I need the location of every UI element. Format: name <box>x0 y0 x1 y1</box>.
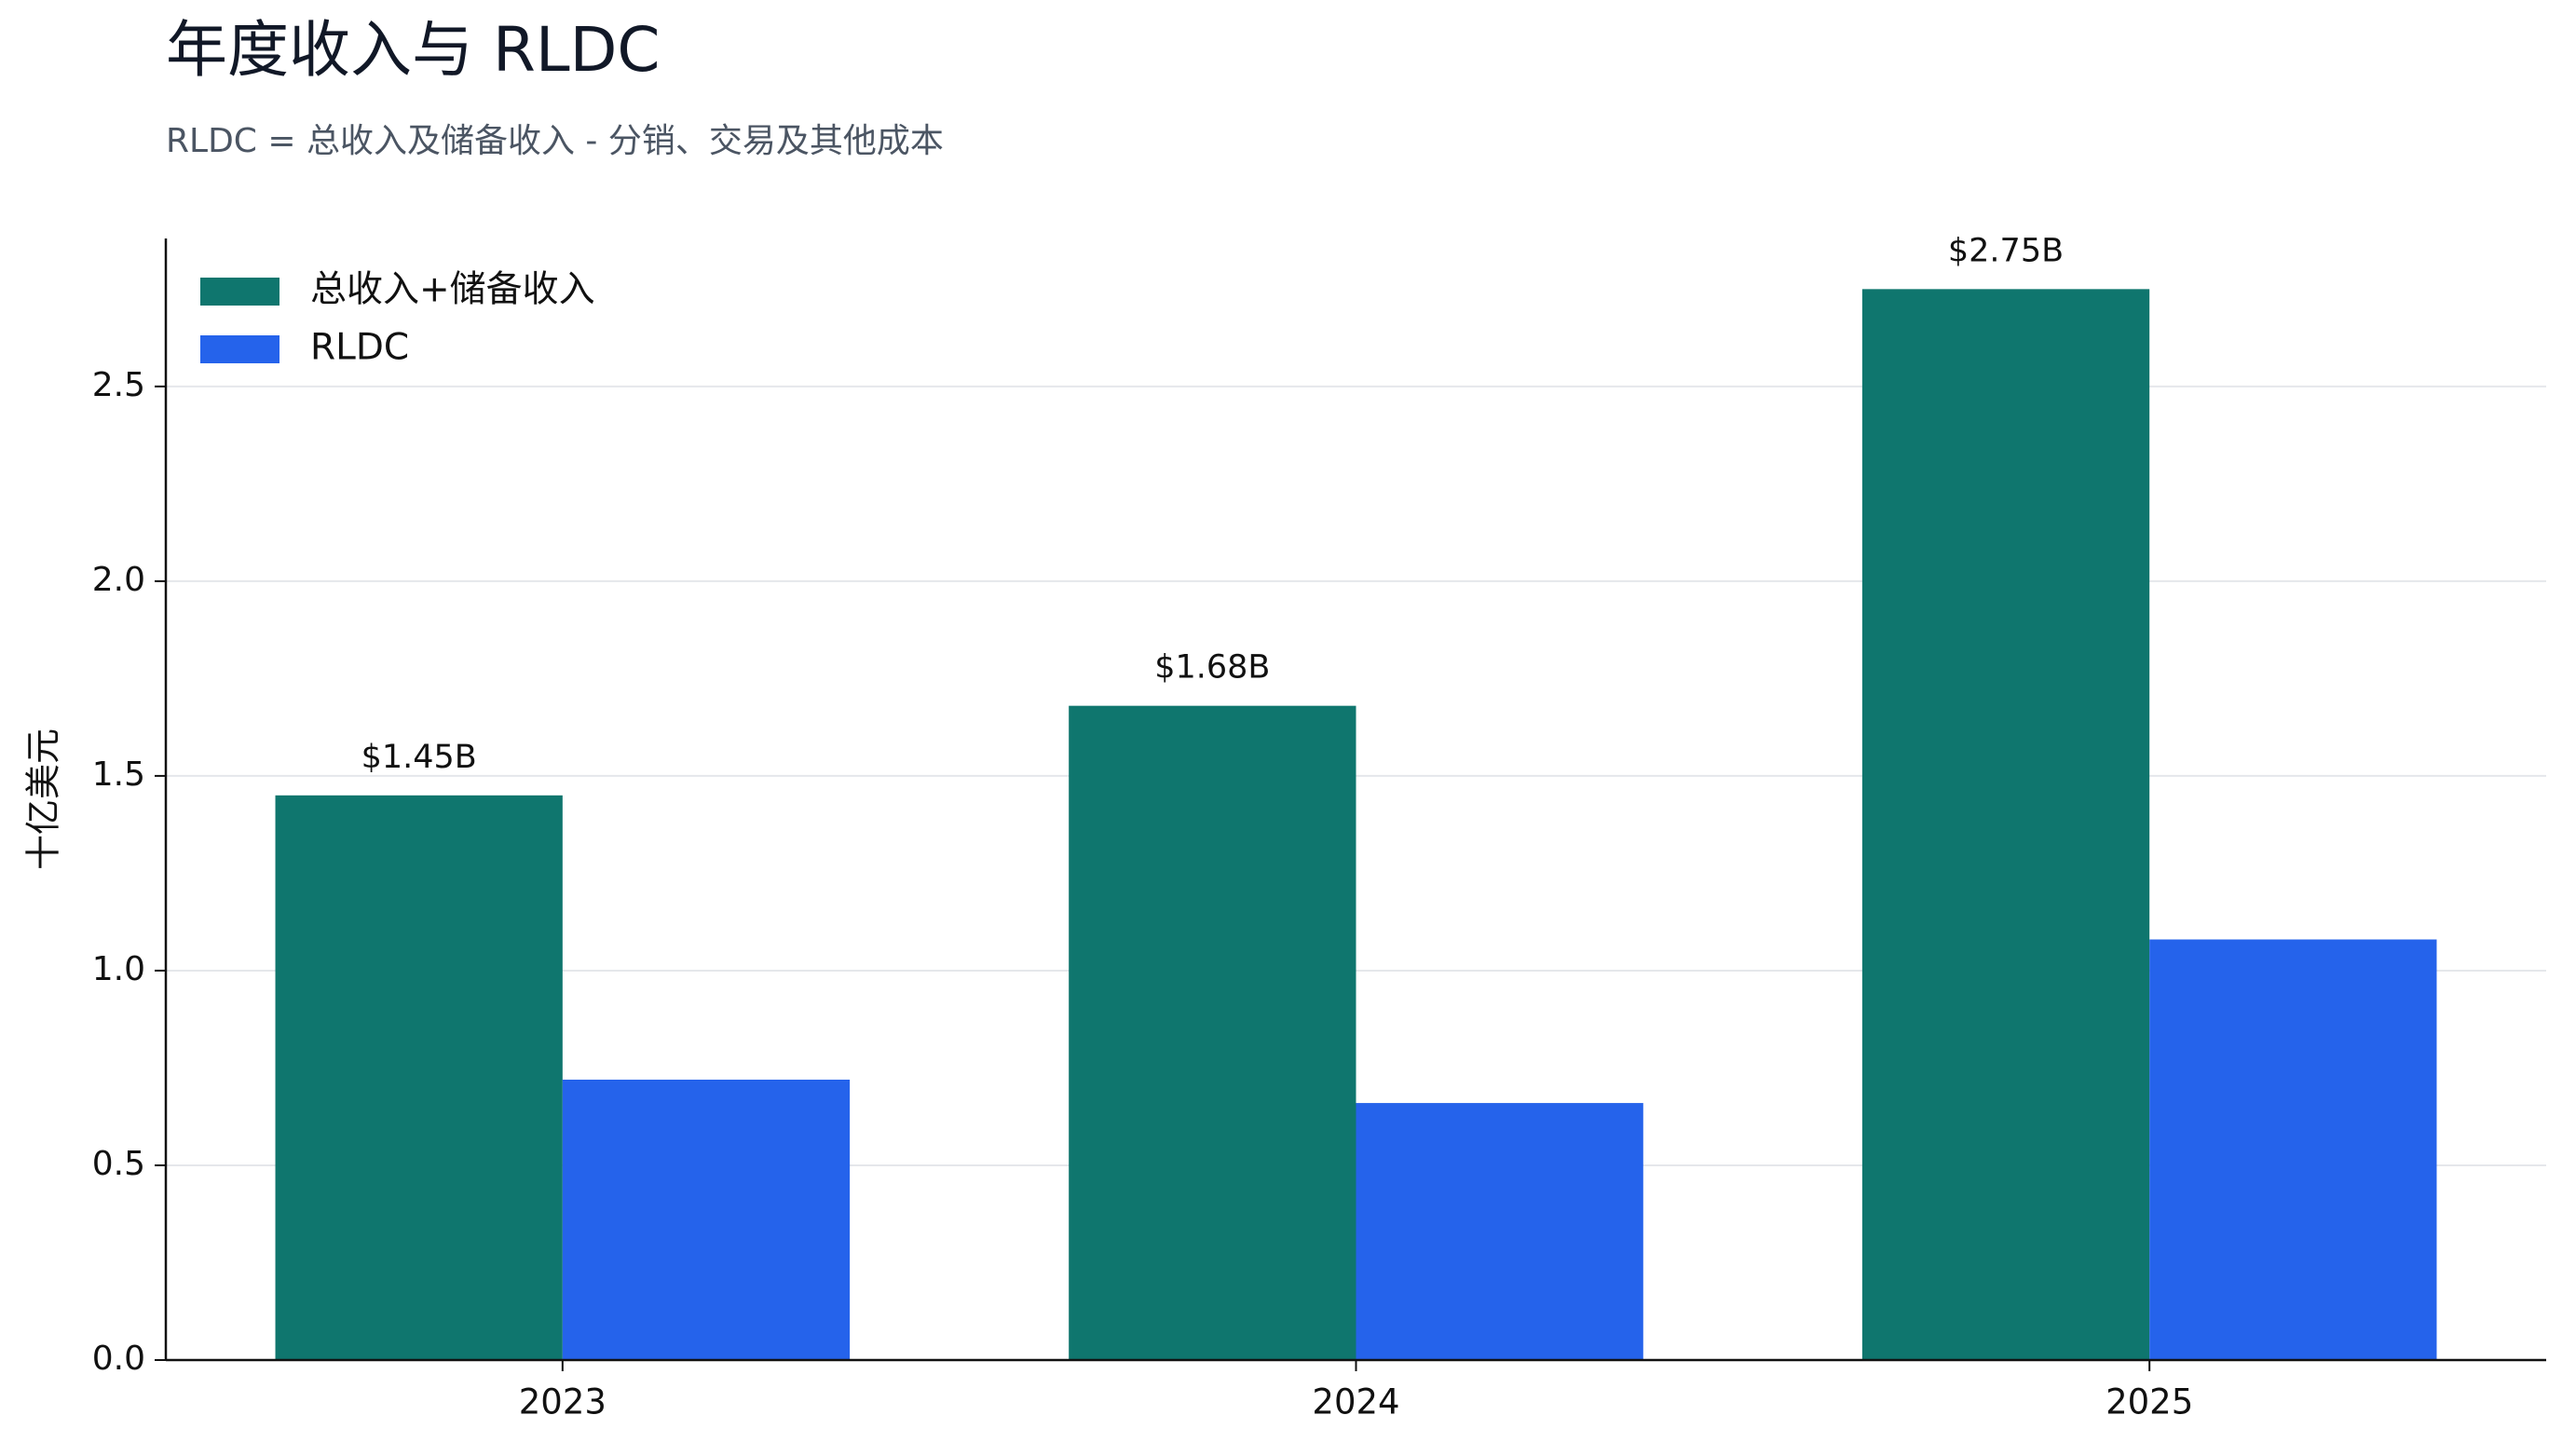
legend-swatch <box>200 278 279 306</box>
y-tick-label: 1.0 <box>92 950 145 988</box>
y-tick-label: 1.5 <box>92 755 145 794</box>
bar <box>1069 705 1356 1360</box>
y-tick-label: 0.0 <box>92 1340 145 1378</box>
x-tick-label: 2024 <box>1312 1382 1399 1422</box>
y-axis-label: 十亿美元 <box>23 728 64 870</box>
bar <box>1356 1103 1643 1360</box>
y-tick-label: 0.5 <box>92 1145 145 1183</box>
legend-swatch <box>200 335 279 363</box>
x-tick-label: 2023 <box>519 1382 607 1422</box>
bar <box>1861 289 2150 1361</box>
value-label: $2.75B <box>1948 232 2064 269</box>
x-tick-label: 2025 <box>2106 1382 2193 1422</box>
chart-title: 年度收入与 RLDC <box>166 14 661 86</box>
bar <box>275 795 563 1360</box>
bar <box>562 1080 851 1360</box>
legend-label: RLDC <box>310 327 409 369</box>
chart-subtitle: RLDC = 总收入及储备收入 - 分销、交易及其他成本 <box>166 122 944 160</box>
legend-label: 总收入+储备收入 <box>310 269 595 311</box>
y-tick-label: 2.5 <box>92 366 145 404</box>
y-tick-label: 2.0 <box>92 561 145 599</box>
bar <box>2149 939 2437 1360</box>
value-label: $1.68B <box>1154 649 1270 687</box>
value-label: $1.45B <box>361 739 477 776</box>
